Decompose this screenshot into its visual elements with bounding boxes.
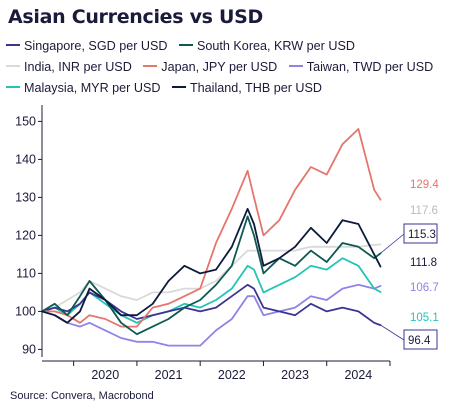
legend-item-singapore: Singapore, SGD per USD: [6, 36, 168, 57]
x-tick-label: 2022: [218, 368, 246, 382]
legend-label: India, INR per USD: [24, 60, 132, 74]
legend: Singapore, SGD per USD South Korea, KRW …: [6, 36, 451, 99]
x-tick-label: 2020: [91, 368, 119, 382]
y-tick-label: 110: [16, 266, 36, 280]
legend-label: South Korea, KRW per USD: [197, 39, 355, 53]
legend-swatch: [143, 64, 158, 67]
end-label-value: 105.1: [410, 312, 439, 324]
y-tick-label: 100: [15, 304, 36, 318]
series-line-japan: [41, 128, 382, 328]
legend-item-malaysia: Malaysia, MYR per USD: [6, 78, 160, 99]
series-line-taiwan: [41, 283, 382, 347]
y-tick-label: 90: [22, 342, 36, 356]
legend-swatch: [6, 85, 20, 88]
legend-label: Thailand, THB per USD: [189, 81, 323, 95]
end-label-value: 117.6: [410, 205, 438, 217]
legend-row: India, INR per USD Japan, JPY per USD Ta…: [6, 57, 451, 78]
y-tick-label: 130: [15, 190, 36, 204]
legend-label: Malaysia, MYR per USD: [24, 81, 161, 95]
series-line-singapore: [41, 283, 382, 327]
legend-label: Japan, JPY per USD: [161, 60, 278, 74]
end-label-leader: [380, 233, 405, 254]
legend-item-taiwan: Taiwan, TWD per USD: [288, 57, 434, 78]
legend-row: Malaysia, MYR per USD Thailand, THB per …: [6, 78, 451, 99]
end-label-box: [403, 329, 438, 350]
x-tick-label: 2023: [281, 368, 309, 382]
end-label-value: 129.4: [410, 179, 439, 191]
legend-item-thailand: Thailand, THB per USD: [171, 78, 323, 99]
y-tick-label: 140: [15, 152, 36, 166]
legend-label: Taiwan, TWD per USD: [306, 60, 434, 74]
end-label-value: 111.8: [410, 257, 437, 269]
legend-item-japan: Japan, JPY per USD: [143, 57, 277, 78]
series-line-thailand: [41, 207, 382, 324]
y-tick-label: 150: [15, 114, 36, 128]
legend-swatch: [6, 64, 20, 67]
end-label-value: 106.7: [410, 282, 439, 294]
legend-row: Singapore, SGD per USD South Korea, KRW …: [6, 36, 451, 57]
legend-item-india: India, INR per USD: [6, 57, 132, 78]
legend-swatch: [6, 43, 20, 46]
legend-item-south-korea: South Korea, KRW per USD: [179, 36, 355, 57]
legend-label: Singapore, SGD per USD: [24, 39, 168, 53]
end-label-leader: [380, 324, 405, 341]
x-tick-label: 2024: [344, 368, 372, 382]
source-note: Source: Convera, Macrobond: [10, 390, 154, 402]
end-label-value: 115.3: [408, 229, 436, 241]
x-tick-label: 2021: [155, 368, 183, 382]
y-tick-label: 120: [15, 228, 36, 242]
series-line-south-korea: [41, 215, 382, 336]
legend-swatch: [288, 64, 303, 67]
end-label-box: [403, 223, 438, 244]
legend-swatch: [171, 85, 186, 88]
chart-title: Asian Currencies vs USD: [8, 6, 263, 28]
legend-swatch: [179, 43, 193, 46]
end-label-value: 96.4: [408, 335, 431, 347]
